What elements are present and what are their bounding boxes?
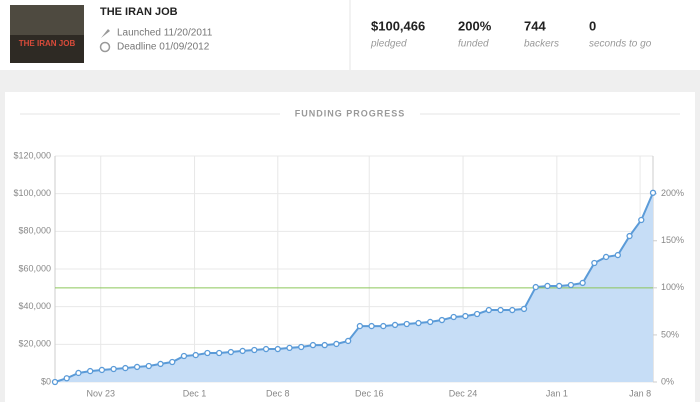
- y-tick-label: $120,000: [13, 150, 51, 160]
- point: [239, 347, 246, 355]
- stat-value: 200%: [458, 18, 492, 33]
- point: [368, 322, 375, 330]
- point: [286, 344, 293, 352]
- point: [274, 345, 281, 353]
- point: [216, 349, 223, 357]
- point: [169, 358, 176, 366]
- deadline: Deadline 01/09/2012: [117, 42, 210, 53]
- x-tick-label: Dec 8: [266, 388, 290, 398]
- point: [473, 310, 481, 318]
- thumbnail-text: THE IRAN JOB: [19, 39, 76, 48]
- point: [602, 253, 610, 261]
- point: [204, 349, 211, 357]
- point: [427, 318, 434, 326]
- stat-label: backers: [524, 39, 559, 50]
- point: [497, 306, 504, 314]
- point: [298, 343, 305, 351]
- stat-label: pledged: [370, 39, 407, 50]
- y-tick-label: $60,000: [18, 263, 51, 273]
- point: [180, 352, 188, 360]
- point: [556, 282, 563, 290]
- point: [98, 366, 106, 374]
- point: [122, 364, 129, 372]
- point: [532, 283, 539, 291]
- point: [133, 363, 141, 371]
- x-tick-label: Jan 1: [546, 388, 568, 398]
- point: [321, 341, 328, 349]
- point: [380, 322, 387, 330]
- point: [145, 362, 152, 370]
- stat-value: $100,466: [371, 18, 425, 33]
- clock-icon: [99, 41, 111, 53]
- y2-tick-label: 0%: [661, 376, 674, 386]
- stat-value: 0: [589, 18, 596, 33]
- point: [192, 351, 199, 359]
- point: [438, 316, 446, 324]
- point: [415, 319, 422, 327]
- y-tick-label: $0: [41, 376, 51, 386]
- point: [157, 360, 164, 368]
- point: [344, 337, 352, 345]
- point: [75, 369, 82, 377]
- point: [51, 378, 59, 386]
- y-tick-label: $40,000: [18, 301, 51, 311]
- point: [626, 232, 633, 240]
- point: [567, 281, 575, 289]
- y2-tick-label: 150%: [661, 235, 684, 245]
- point: [110, 365, 117, 373]
- point: [391, 321, 399, 329]
- line: [54, 192, 654, 383]
- point: [509, 306, 516, 314]
- point: [403, 320, 410, 328]
- stat-label: seconds to go: [589, 39, 652, 50]
- x-tick-label: Nov 23: [86, 388, 115, 398]
- y2-tick-label: 200%: [661, 188, 684, 198]
- y-tick-label: $100,000: [13, 188, 51, 198]
- point: [544, 282, 551, 290]
- point: [356, 322, 364, 330]
- area: [55, 192, 653, 382]
- stat-value: 744: [524, 18, 546, 33]
- point: [251, 346, 258, 354]
- y2-tick-label: 100%: [661, 282, 684, 292]
- point: [87, 367, 94, 375]
- project-title: THE IRAN JOB: [100, 6, 178, 18]
- point: [227, 348, 235, 356]
- x-tick-label: Dec 1: [183, 388, 207, 398]
- point: [333, 340, 340, 348]
- y-tick-label: $80,000: [18, 226, 51, 236]
- launched: Launched 11/20/2011: [117, 28, 213, 39]
- stats: $100,466 pledged 200% funded 744 backers 0 seco…: [370, 18, 652, 49]
- stat-label: funded: [458, 39, 489, 50]
- x-tick-label: Dec 24: [449, 388, 478, 398]
- point: [63, 375, 70, 382]
- point: [638, 216, 645, 224]
- point: [614, 251, 621, 259]
- x-tick-label: Jan 8: [629, 388, 651, 398]
- point: [591, 259, 598, 267]
- rocket-icon: [101, 29, 110, 38]
- y-tick-label: $20,000: [18, 339, 51, 349]
- point: [262, 345, 270, 353]
- chart-title: FUNDING PROGRESS: [295, 108, 406, 118]
- y2-tick-label: 50%: [661, 329, 679, 339]
- point: [520, 305, 528, 313]
- point: [450, 313, 457, 321]
- point: [462, 312, 469, 320]
- thumbnail-sky: [10, 5, 84, 35]
- point: [485, 306, 492, 314]
- x-tick-label: Dec 16: [355, 388, 384, 398]
- point: [309, 341, 317, 349]
- plot: $0 $20,000 $40,000 $60,000 $80,000 $100,000 $1…: [13, 150, 684, 398]
- point: [579, 279, 586, 287]
- point: [649, 189, 657, 196]
